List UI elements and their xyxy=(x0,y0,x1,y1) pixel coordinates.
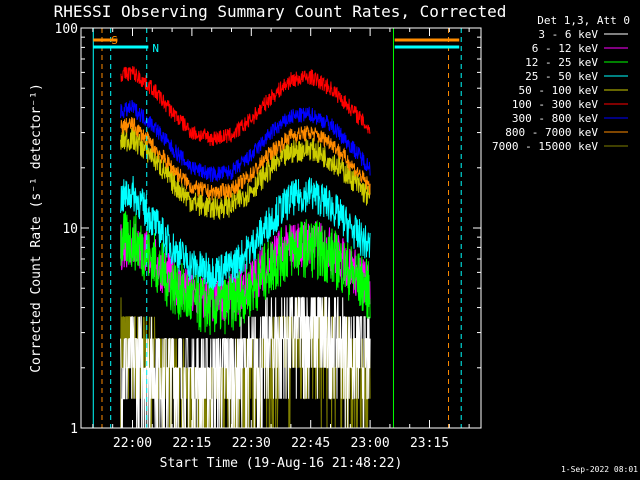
series-line-3 xyxy=(120,211,371,335)
x-tick-label: 22:30 xyxy=(232,436,271,451)
x-tick-label: 22:45 xyxy=(291,436,330,451)
series-line-8 xyxy=(120,116,371,201)
footer-timestamp: 1-Sep-2022 08:01 xyxy=(561,465,638,474)
x-tick-label: 23:00 xyxy=(351,436,390,451)
x-tick-label: 22:00 xyxy=(113,436,152,451)
flag-bar-n xyxy=(93,45,149,49)
legend-label: 6 - 12 keV xyxy=(532,42,599,55)
flag-bar-s xyxy=(93,38,118,42)
legend-label: 25 - 50 keV xyxy=(525,70,598,83)
y-axis: 1 10 100 xyxy=(55,22,481,437)
plot-area xyxy=(92,28,462,428)
chart-title: RHESSI Observing Summary Count Rates, Co… xyxy=(54,2,507,21)
x-tick-label: 23:15 xyxy=(410,436,449,451)
legend-label: 12 - 25 keV xyxy=(525,56,598,69)
flag-label-n: N xyxy=(152,42,159,55)
series-line-1 xyxy=(120,296,371,428)
y-tick-label: 100 xyxy=(55,22,78,37)
x-tick-label: 22:15 xyxy=(172,436,211,451)
legend-label: 7000 - 15000 keV xyxy=(492,140,598,153)
y-tick-label: 1 xyxy=(70,422,78,437)
legend-label: 300 - 800 keV xyxy=(512,112,598,125)
series-line-4 xyxy=(120,175,371,291)
legend-label: 50 - 100 keV xyxy=(519,84,599,97)
flag-label-s: S xyxy=(111,34,118,47)
series-line-5 xyxy=(120,127,371,221)
legend-label: 800 - 7000 keV xyxy=(505,126,598,139)
flag-bar-late-1 xyxy=(394,38,460,42)
x-axis: 22:00 22:15 22:30 22:45 23:00 23:15 xyxy=(92,28,470,451)
series-line-7 xyxy=(120,99,371,183)
legend-label: 100 - 300 keV xyxy=(512,98,598,111)
y-tick-label: 10 xyxy=(62,222,78,237)
legend-label: 3 - 6 keV xyxy=(538,28,598,41)
y-axis-label: Corrected Count Rate (s⁻¹ detector⁻¹) xyxy=(29,83,44,373)
x-axis-label: Start Time (19-Aug-16 21:48:22) xyxy=(160,456,403,471)
series-line-6 xyxy=(120,66,371,147)
legend-header: Det 1,3, Att 0 xyxy=(537,14,630,27)
flag-bar-late-2 xyxy=(394,45,460,49)
